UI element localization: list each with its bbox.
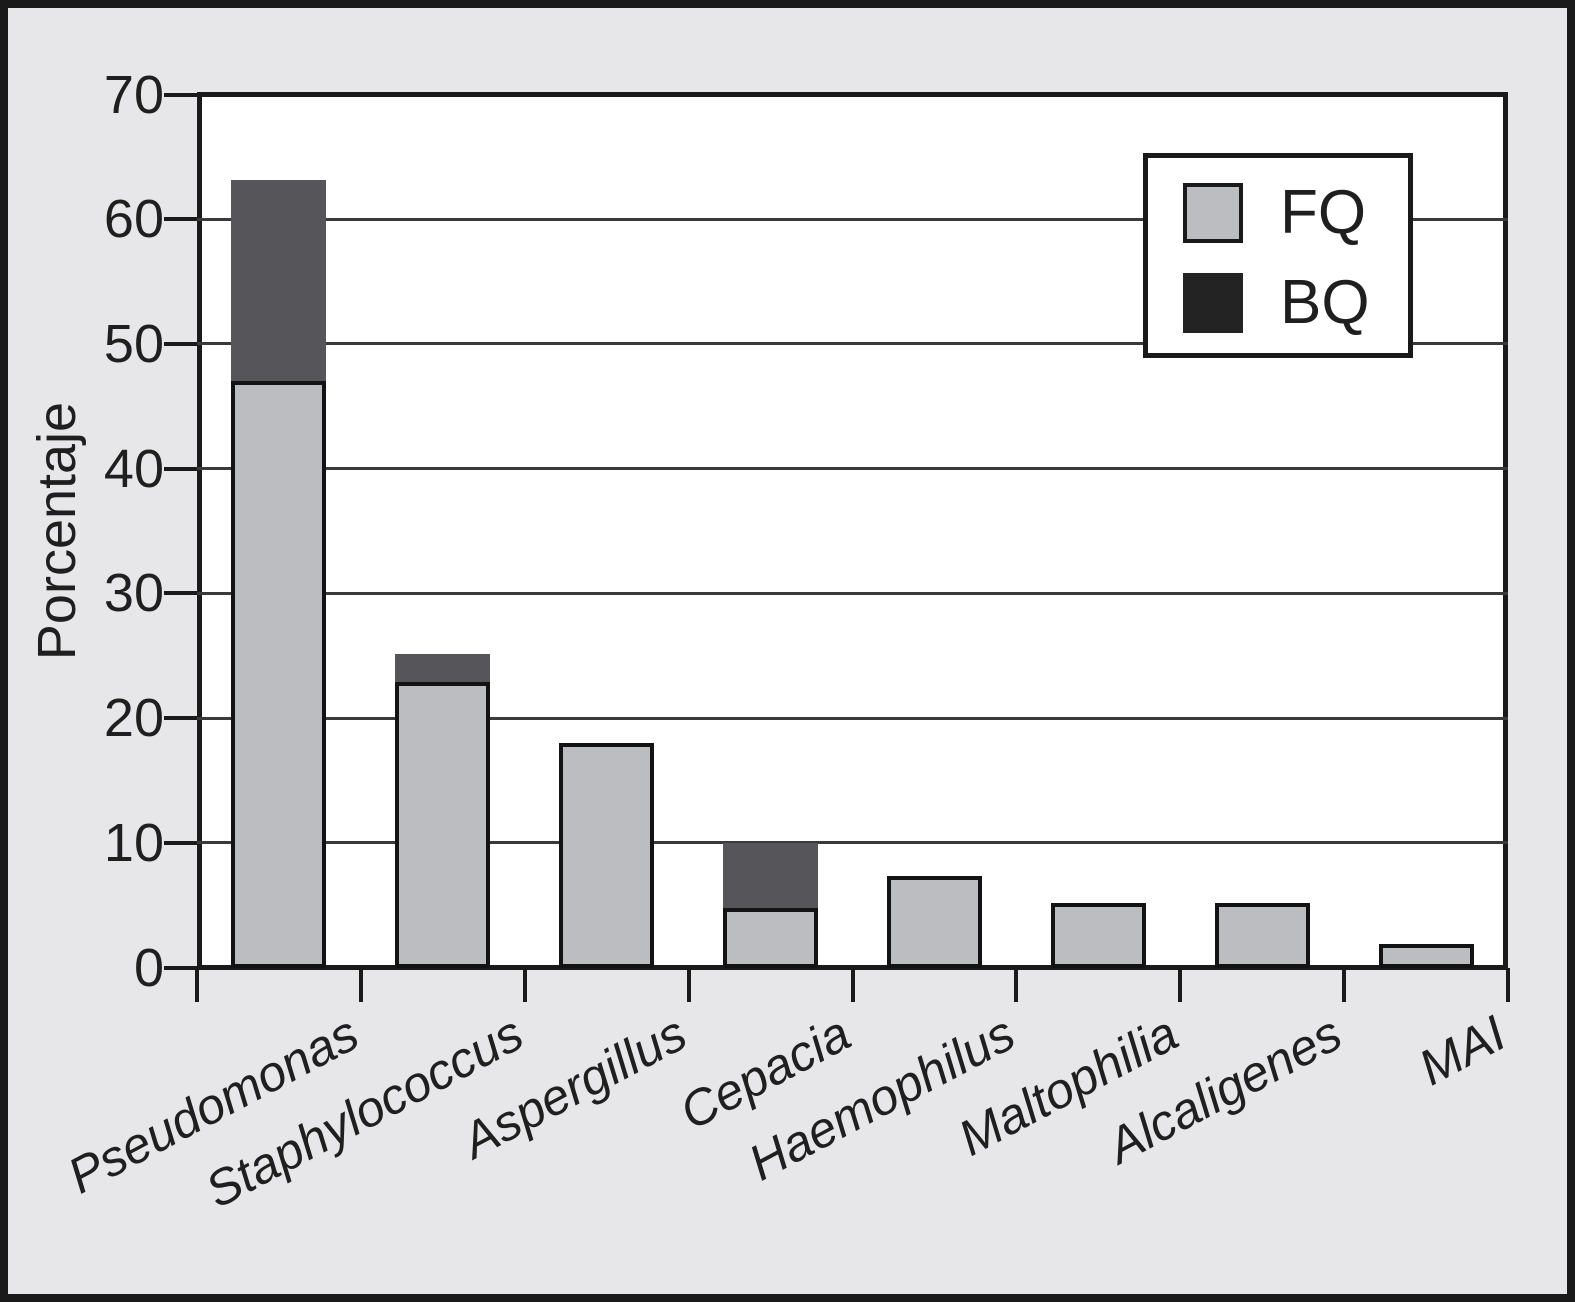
y-tick-label-60: 60 — [103, 189, 164, 250]
legend-swatch-bq — [1183, 273, 1243, 333]
y-tick-40 — [164, 466, 197, 471]
y-tick-60 — [164, 217, 197, 222]
y-tick-label-70: 70 — [103, 64, 164, 125]
x-tick-4 — [850, 968, 855, 1002]
gridline-20 — [197, 716, 1508, 720]
x-category-label-mai: MAI — [1410, 1004, 1515, 1097]
y-tick-label-20: 20 — [103, 688, 164, 749]
legend-entry-fq: FQ — [1183, 178, 1408, 247]
x-tick-3 — [686, 968, 691, 1002]
legend-label-fq: FQ — [1280, 178, 1367, 247]
legend-box: FQ BQ — [1143, 153, 1413, 358]
y-tick-label-30: 30 — [103, 563, 164, 624]
y-tick-label-10: 10 — [103, 812, 164, 873]
bar-bq-staphylococcus — [395, 654, 491, 683]
x-tick-5 — [1014, 968, 1019, 1002]
gridline-40 — [197, 467, 1508, 471]
bar-fq-alcaligenes — [1214, 902, 1310, 968]
gridline-10 — [197, 841, 1508, 845]
x-tick-0 — [195, 968, 199, 1002]
x-tick-2 — [522, 968, 527, 1002]
y-tick-70 — [164, 92, 197, 97]
bar-fq-mai — [1378, 944, 1474, 968]
y-tick-label-0: 0 — [133, 937, 164, 998]
y-tick-0 — [164, 965, 197, 970]
x-tick-6 — [1178, 968, 1183, 1002]
y-axis-title: Porcentaje — [27, 401, 87, 661]
y-tick-30 — [164, 591, 197, 596]
x-tick-8 — [1506, 968, 1510, 1002]
y-tick-50 — [164, 341, 197, 346]
gridline-30 — [197, 591, 1508, 595]
bar-fq-staphylococcus — [395, 682, 491, 968]
x-tick-1 — [358, 968, 363, 1002]
gridline-50 — [197, 342, 1508, 346]
x-tick-7 — [1342, 968, 1347, 1002]
bar-bq-cepacia — [723, 842, 819, 908]
y-tick-20 — [164, 716, 197, 721]
bar-fq-aspergillus — [559, 743, 655, 968]
legend-label-bq: BQ — [1280, 268, 1370, 337]
gridline-60 — [197, 217, 1508, 221]
bar-bq-pseudomonas — [231, 180, 327, 381]
y-tick-label-50: 50 — [103, 313, 164, 374]
bar-fq-maltophilia — [1050, 902, 1146, 968]
y-tick-label-40: 40 — [103, 438, 164, 499]
legend-entry-bq: BQ — [1183, 268, 1408, 337]
bar-fq-cepacia — [723, 907, 819, 968]
y-tick-10 — [164, 840, 197, 845]
bar-fq-pseudomonas — [231, 380, 327, 968]
bar-fq-haemophilus — [886, 876, 982, 968]
legend-swatch-fq — [1183, 183, 1243, 243]
